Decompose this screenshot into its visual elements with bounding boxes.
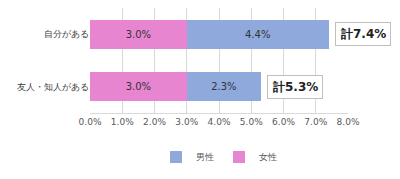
- svg-text:計5.3%: 計5.3%: [272, 80, 318, 94]
- svg-text:3.0%: 3.0%: [175, 117, 198, 127]
- svg-text:自分がある: 自分がある: [44, 29, 89, 39]
- svg-text:2.3%: 2.3%: [211, 81, 236, 92]
- svg-text:2.0%: 2.0%: [143, 117, 166, 127]
- svg-text:3.0%: 3.0%: [126, 29, 151, 40]
- svg-text:4.0%: 4.0%: [208, 117, 231, 127]
- svg-text:1.0%: 1.0%: [111, 117, 134, 127]
- svg-text:7.0%: 7.0%: [304, 117, 327, 127]
- svg-text:6.0%: 6.0%: [272, 117, 295, 127]
- svg-text:計7.4%: 計7.4%: [340, 27, 386, 41]
- svg-text:4.4%: 4.4%: [245, 29, 270, 40]
- svg-text:0.0%: 0.0%: [79, 117, 102, 127]
- svg-text:5.0%: 5.0%: [240, 117, 263, 127]
- svg-text:8.0%: 8.0%: [337, 117, 360, 127]
- svg-text:女性: 女性: [259, 152, 277, 162]
- svg-text:男性: 男性: [196, 152, 214, 162]
- svg-text:友人・知人がある: 友人・知人がある: [17, 82, 89, 92]
- svg-text:3.0%: 3.0%: [126, 81, 151, 92]
